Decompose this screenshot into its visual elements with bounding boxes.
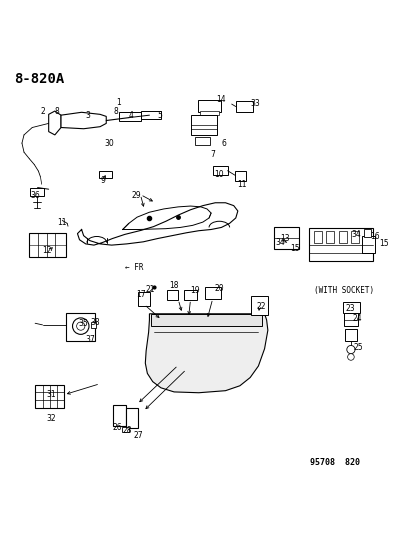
Text: 29: 29 <box>131 191 141 200</box>
Bar <box>313 231 321 243</box>
Text: 14: 14 <box>216 95 225 104</box>
Text: 9: 9 <box>101 176 106 184</box>
Polygon shape <box>145 314 267 393</box>
Bar <box>361 236 374 253</box>
Text: 17: 17 <box>136 290 146 299</box>
Text: 35: 35 <box>78 319 88 328</box>
Bar <box>91 322 96 328</box>
Bar <box>363 230 370 237</box>
Bar <box>141 111 161 119</box>
Bar <box>118 112 141 120</box>
Bar <box>273 228 298 249</box>
Circle shape <box>347 354 354 360</box>
Text: 11: 11 <box>237 180 246 189</box>
Text: 34: 34 <box>350 230 360 239</box>
Bar <box>235 171 245 181</box>
Text: 21: 21 <box>145 285 154 294</box>
Bar <box>338 231 346 243</box>
Text: 31: 31 <box>47 390 56 399</box>
Bar <box>29 233 66 257</box>
Bar <box>213 166 227 175</box>
Text: 24: 24 <box>351 314 361 323</box>
Text: 19: 19 <box>190 286 199 295</box>
Bar <box>204 287 220 300</box>
Bar <box>199 111 218 115</box>
Text: 38: 38 <box>90 318 100 327</box>
Text: 23: 23 <box>344 304 354 313</box>
Text: 12: 12 <box>43 246 52 255</box>
Bar <box>122 427 128 432</box>
Bar <box>235 101 252 112</box>
Polygon shape <box>49 111 61 135</box>
Bar <box>342 302 359 312</box>
Text: 2: 2 <box>40 107 45 116</box>
Text: 8: 8 <box>55 107 59 116</box>
Text: 7: 7 <box>210 150 215 159</box>
Bar <box>99 171 112 178</box>
Text: 6: 6 <box>221 139 225 148</box>
Text: 8-820A: 8-820A <box>14 72 64 86</box>
Text: 26: 26 <box>112 423 122 432</box>
Bar <box>350 231 358 243</box>
Text: 8: 8 <box>113 107 118 116</box>
Text: 4: 4 <box>128 111 133 120</box>
Bar <box>308 228 372 261</box>
Text: 18: 18 <box>169 280 178 289</box>
Text: 27: 27 <box>133 431 142 440</box>
Text: 5: 5 <box>157 111 162 120</box>
Bar <box>35 384 64 408</box>
Text: 13: 13 <box>280 234 289 243</box>
Text: 25: 25 <box>353 343 362 352</box>
Polygon shape <box>61 112 106 129</box>
Bar <box>166 289 178 300</box>
Bar <box>197 100 220 112</box>
Bar <box>113 405 126 426</box>
Bar <box>151 314 261 326</box>
Text: ← FR: ← FR <box>124 263 143 272</box>
Text: 3: 3 <box>85 111 90 120</box>
Bar <box>30 188 44 196</box>
Text: 95708  820: 95708 820 <box>309 458 359 467</box>
Text: 37: 37 <box>85 335 95 344</box>
Text: 10: 10 <box>214 171 223 179</box>
Bar <box>190 115 217 135</box>
Text: 20: 20 <box>214 284 223 293</box>
Text: 33: 33 <box>250 99 260 108</box>
Bar <box>126 408 137 427</box>
Bar <box>344 329 356 341</box>
Text: 28: 28 <box>122 426 131 435</box>
Circle shape <box>76 322 85 330</box>
Text: 15: 15 <box>378 239 388 247</box>
Circle shape <box>72 318 89 334</box>
Bar <box>138 293 150 305</box>
Text: 34: 34 <box>275 238 285 247</box>
Text: 32: 32 <box>47 414 56 423</box>
Bar <box>325 231 334 243</box>
Bar <box>184 289 196 300</box>
Bar <box>66 312 95 341</box>
Bar <box>194 137 210 145</box>
Text: 1: 1 <box>116 98 121 107</box>
Text: 15: 15 <box>290 244 299 253</box>
Text: 30: 30 <box>104 139 114 148</box>
Text: 36: 36 <box>30 191 40 200</box>
Text: 16: 16 <box>369 232 379 241</box>
Text: (WITH SOCKET): (WITH SOCKET) <box>313 286 373 295</box>
Text: 22: 22 <box>256 302 266 311</box>
Circle shape <box>346 345 354 354</box>
Bar <box>343 312 357 326</box>
Text: 11: 11 <box>57 218 67 227</box>
Bar <box>251 296 267 314</box>
